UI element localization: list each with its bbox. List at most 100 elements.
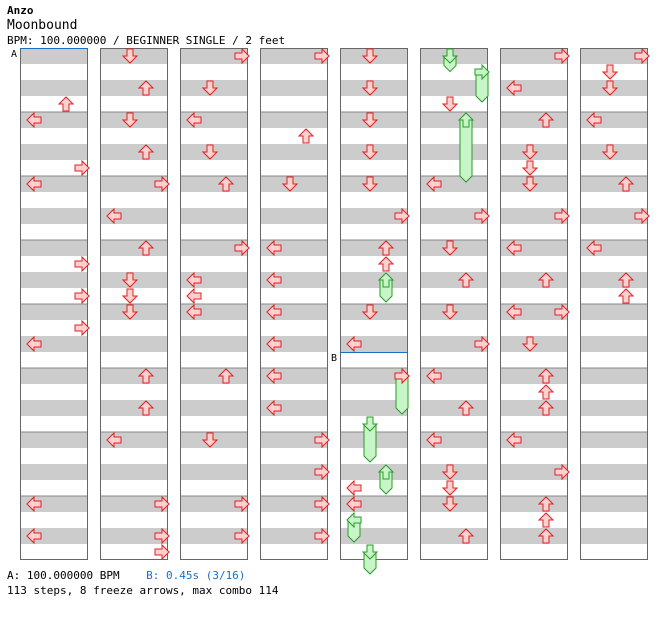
beat-stripe xyxy=(580,496,648,512)
freeze-head-icon xyxy=(441,48,459,64)
step-arrow-right-icon xyxy=(234,47,250,65)
beat-stripe xyxy=(100,528,168,544)
step-arrow-right-icon xyxy=(154,543,170,561)
beat-stripe xyxy=(260,336,328,352)
step-arrow-up-icon xyxy=(537,512,555,528)
beat-stripe xyxy=(420,432,488,448)
beat-stripe xyxy=(340,496,408,512)
beat-stripe xyxy=(100,176,168,192)
beat-stripe xyxy=(180,112,248,128)
freeze-arrow xyxy=(346,511,362,543)
step-arrow-left-icon xyxy=(26,175,42,193)
beat-stripe xyxy=(20,176,88,192)
step-arrow-up-icon xyxy=(377,240,395,256)
step-arrow-right-icon xyxy=(394,207,410,225)
step-arrow-up-icon xyxy=(537,272,555,288)
beat-stripe xyxy=(100,400,168,416)
beat-stripe xyxy=(420,176,488,192)
step-arrow-right-icon xyxy=(474,207,490,225)
step-arrow-left-icon xyxy=(186,303,202,321)
beat-stripe xyxy=(100,80,168,96)
step-arrow-up-icon xyxy=(217,368,235,384)
step-arrow-left-icon xyxy=(506,239,522,257)
step-arrow-right-icon xyxy=(314,495,330,513)
beat-stripe xyxy=(20,304,88,320)
beat-stripe xyxy=(580,112,648,128)
beat-stripe xyxy=(420,80,488,96)
beat-stripe xyxy=(580,176,648,192)
step-arrow-down-icon xyxy=(601,80,619,96)
beat-stripe xyxy=(180,240,248,256)
step-arrow-down-icon xyxy=(521,160,539,176)
step-arrow-up-icon xyxy=(457,400,475,416)
step-arrow-down-icon xyxy=(361,176,379,192)
step-arrow-right-icon xyxy=(314,431,330,449)
step-arrow-up-icon xyxy=(377,256,395,272)
beat-stripe xyxy=(100,144,168,160)
beat-stripe xyxy=(500,112,568,128)
chart-column xyxy=(20,48,88,560)
beat-stripe xyxy=(260,240,328,256)
step-arrow-down-icon xyxy=(601,144,619,160)
beat-stripe xyxy=(260,80,328,96)
beat-stripe xyxy=(420,144,488,160)
freeze-head-icon xyxy=(361,544,379,560)
step-arrow-right-icon xyxy=(554,47,570,65)
beat-stripe xyxy=(340,368,408,384)
chart-column xyxy=(180,48,248,560)
bpm-a-label: A: 100.000000 BPM xyxy=(7,569,120,582)
beat-stripe xyxy=(500,80,568,96)
step-arrow-left-icon xyxy=(266,239,282,257)
beat-stripe xyxy=(260,400,328,416)
step-arrow-down-icon xyxy=(201,432,219,448)
beat-stripe xyxy=(340,272,408,288)
beat-stripe xyxy=(180,496,248,512)
bpm-marker-label: B xyxy=(331,353,337,364)
beat-stripe xyxy=(580,240,648,256)
step-arrow-left-icon xyxy=(266,303,282,321)
beat-stripe xyxy=(500,496,568,512)
step-arrow-right-icon xyxy=(634,47,650,65)
beat-stripe xyxy=(100,432,168,448)
chart-info: BPM: 100.000000 / BEGINNER SINGLE / 2 fe… xyxy=(7,34,286,47)
beat-stripe xyxy=(20,240,88,256)
column-border xyxy=(420,48,488,560)
bpm-legend: A: 100.000000 BPM B: 0.45s (3/16) xyxy=(7,569,245,582)
step-arrow-right-icon xyxy=(234,527,250,545)
step-arrow-right-icon xyxy=(474,335,490,353)
beat-stripe xyxy=(260,208,328,224)
song-title: Moonbound xyxy=(7,18,78,33)
step-arrow-left-icon xyxy=(586,111,602,129)
step-arrow-up-icon xyxy=(457,272,475,288)
beat-stripe xyxy=(20,144,88,160)
step-arrow-left-icon xyxy=(506,79,522,97)
freeze-head-icon xyxy=(361,416,379,432)
step-arrow-up-icon xyxy=(57,96,75,112)
step-arrow-left-icon xyxy=(346,335,362,353)
beat-stripe xyxy=(580,48,648,64)
chart-column xyxy=(580,48,648,560)
chart-column xyxy=(340,48,408,560)
beat-stripe xyxy=(340,400,408,416)
beat-stripe xyxy=(260,144,328,160)
step-arrow-down-icon xyxy=(441,464,459,480)
step-arrow-up-icon xyxy=(137,144,155,160)
step-arrow-right-icon xyxy=(74,319,90,337)
step-arrow-down-icon xyxy=(361,144,379,160)
beat-stripe xyxy=(340,464,408,480)
beat-stripe xyxy=(340,240,408,256)
chart-column xyxy=(100,48,168,560)
chart-column xyxy=(420,48,488,560)
freeze-arrow xyxy=(474,63,490,103)
column-border xyxy=(180,48,248,560)
beat-stripe xyxy=(500,464,568,480)
freeze-arrow xyxy=(361,416,379,463)
beat-stripe xyxy=(580,528,648,544)
beat-stripe xyxy=(580,304,648,320)
step-arrow-right-icon xyxy=(634,207,650,225)
step-arrow-right-icon xyxy=(314,463,330,481)
step-arrow-right-icon xyxy=(154,175,170,193)
step-arrow-left-icon xyxy=(26,335,42,353)
chart-column xyxy=(260,48,328,560)
